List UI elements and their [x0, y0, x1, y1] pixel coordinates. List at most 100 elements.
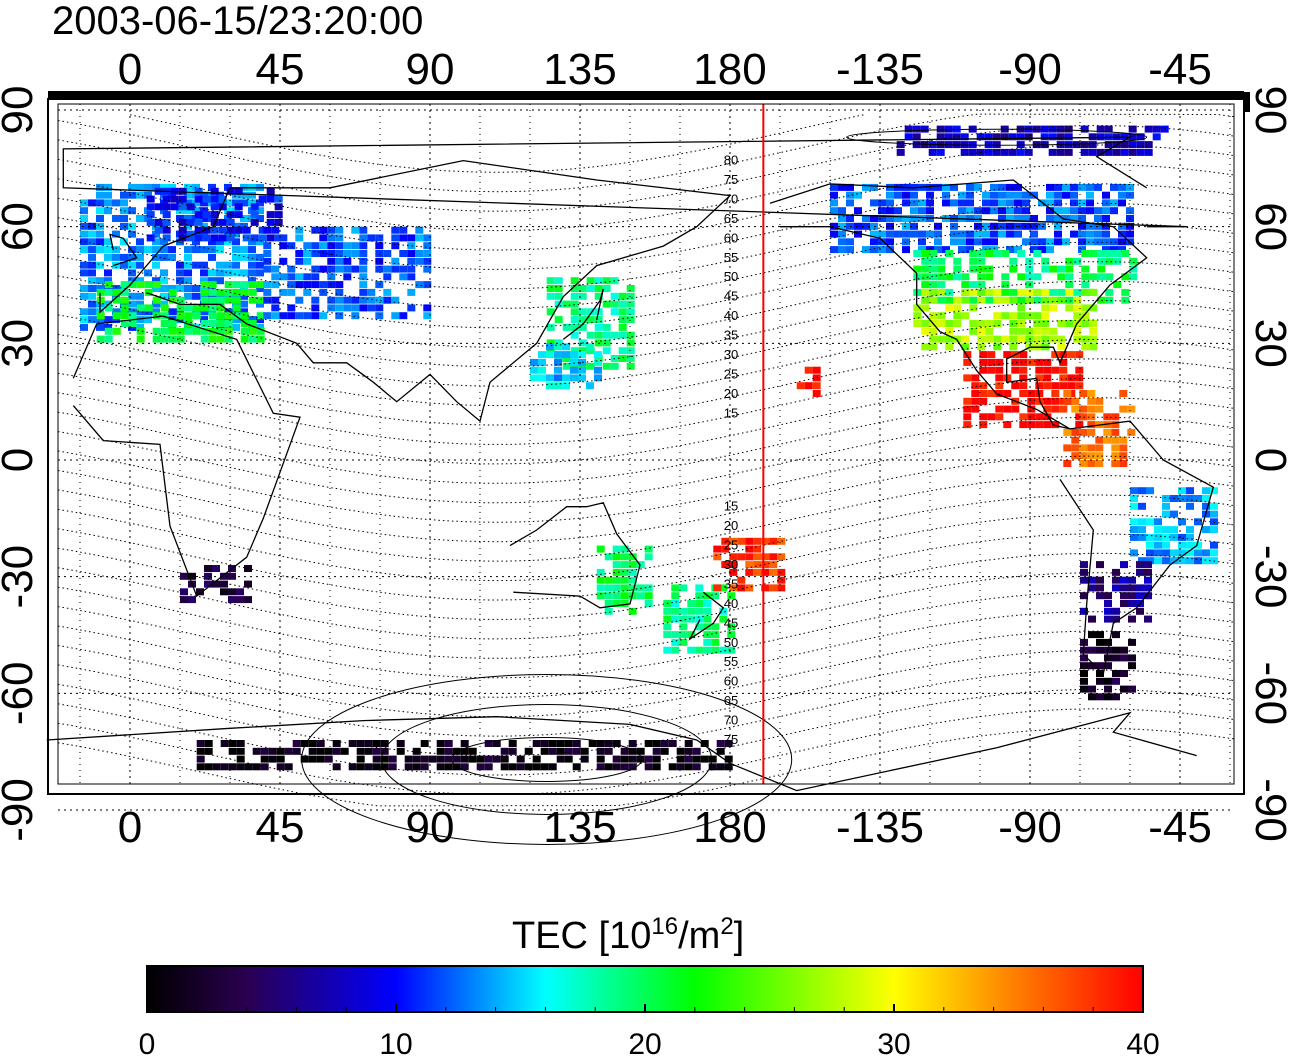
tec-cell	[1097, 296, 1106, 304]
tec-cell	[120, 285, 128, 292]
tec-cell	[971, 397, 980, 405]
tec-cell	[176, 327, 185, 335]
coastline	[99, 159, 732, 423]
tec-cell	[660, 740, 669, 747]
tec-cell	[112, 292, 120, 300]
tec-cell	[838, 222, 846, 230]
tec-cell	[1104, 685, 1112, 693]
tec-cell	[929, 281, 938, 289]
tec-cell	[146, 195, 155, 203]
tec-cell	[985, 288, 994, 296]
tec-cell	[1178, 533, 1186, 541]
tec-cell	[1041, 335, 1050, 343]
tec-cell	[252, 747, 261, 755]
mlat-label-south: 20	[724, 518, 738, 533]
mlat-label-north: 35	[724, 328, 738, 343]
tec-cell	[1202, 549, 1210, 557]
tec-cell	[407, 257, 416, 265]
right-lat-label: 90	[1246, 86, 1292, 135]
tec-cell	[152, 335, 161, 343]
tec-cell	[562, 323, 571, 331]
tec-cell	[1089, 304, 1098, 312]
tec-cell	[428, 755, 437, 763]
tec-cell	[96, 285, 104, 292]
tec-cell	[1063, 460, 1072, 467]
top-lon-label: -135	[836, 45, 924, 94]
tec-cell	[1210, 502, 1218, 510]
tec-cell	[184, 191, 192, 199]
tec-cell	[112, 288, 121, 296]
tec-cell	[1136, 561, 1144, 569]
tec-cell	[1035, 358, 1044, 366]
tec-cell	[745, 568, 754, 576]
tec-cell	[618, 331, 627, 339]
tec-cell	[963, 397, 972, 405]
tec-cell	[878, 215, 886, 222]
tec-cell	[913, 250, 922, 257]
tec-cell	[995, 374, 1004, 382]
tec-cell	[745, 545, 754, 553]
tec-cell	[88, 253, 96, 261]
tec-cell	[295, 296, 304, 304]
tec-cell	[1104, 607, 1112, 615]
tec-cell	[894, 207, 902, 215]
tec-cell	[284, 763, 293, 771]
tec-cell	[248, 238, 256, 246]
tec-cell	[1194, 518, 1202, 526]
tec-cell	[1001, 335, 1010, 343]
tec-cell	[546, 292, 555, 300]
tec-cell	[311, 226, 320, 234]
tec-cell	[1051, 405, 1060, 413]
tec-cell	[886, 199, 894, 207]
tec-cell	[332, 763, 341, 771]
tec-cell	[961, 273, 970, 281]
tec-cell	[204, 747, 213, 755]
tec-cell	[945, 320, 954, 327]
tec-cell	[256, 199, 264, 207]
tec-cell	[1202, 487, 1210, 495]
tec-cell	[152, 281, 161, 289]
tec-cell	[327, 281, 336, 289]
colorbar-label: TEC [1016/m2]	[512, 913, 744, 957]
tec-cell	[854, 207, 862, 215]
tec-cell	[136, 323, 144, 331]
tec-cell	[1089, 320, 1098, 327]
tec-cell	[612, 553, 621, 561]
tec-cell	[88, 269, 96, 277]
tec-cell	[1080, 662, 1088, 670]
tec-cell	[80, 215, 88, 222]
tec-cell	[160, 277, 168, 285]
tec-cell	[240, 191, 248, 199]
tec-cell	[671, 600, 680, 607]
tec-cell	[236, 747, 245, 755]
tec-cell	[870, 199, 878, 207]
tec-cell	[953, 304, 962, 312]
mlat-contour	[57, 475, 1235, 562]
tec-cell	[953, 273, 962, 281]
tec-cell	[1119, 460, 1128, 467]
tec-cell	[226, 234, 235, 242]
tec-cell	[1022, 238, 1030, 246]
tec-cell	[1120, 654, 1128, 662]
tec-cell	[1062, 191, 1070, 199]
tec-cell	[687, 615, 696, 623]
bottom-lon-label: 180	[693, 803, 766, 852]
tec-cell	[200, 285, 208, 292]
tec-cell	[383, 296, 392, 304]
tec-cell	[936, 125, 945, 133]
tec-cell	[687, 600, 696, 607]
tec-cell	[626, 339, 635, 347]
tec-cell	[220, 740, 229, 747]
tec-cell	[1136, 592, 1144, 600]
tec-cell	[1041, 327, 1050, 335]
tec-cell	[1067, 374, 1076, 382]
mlat-contour	[57, 300, 1235, 387]
tec-cell	[404, 763, 413, 771]
tec-cell	[1136, 148, 1145, 156]
tec-cell	[1104, 693, 1112, 701]
tec-cell	[1086, 230, 1094, 238]
tec-cell	[663, 615, 672, 623]
tec-cell	[620, 755, 629, 763]
tec-cell	[926, 246, 934, 254]
tec-cell	[200, 320, 209, 327]
